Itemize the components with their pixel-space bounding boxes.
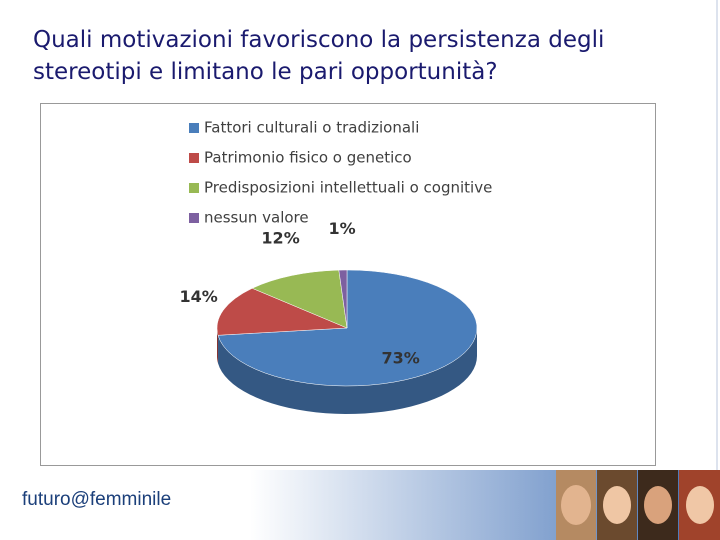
slice [217, 269, 478, 387]
photos [556, 470, 720, 540]
legend-swatch [189, 123, 199, 133]
data-label: 73% [381, 349, 419, 368]
slide-title: Quali motivazioni favoriscono la persist… [33, 27, 605, 85]
legend-label: Predisposizioni intellettuali o cognitiv… [204, 179, 492, 197]
slice [251, 269, 348, 329]
legend-swatch [189, 213, 199, 223]
data-label: 14% [179, 287, 217, 306]
data-label: 12% [261, 228, 299, 247]
slide-edge [716, 0, 718, 470]
logo: futuro@femminile [22, 489, 171, 510]
slice-side [218, 328, 477, 414]
legend-swatch [189, 153, 199, 163]
legend-label: Fattori culturali o tradizionali [204, 119, 419, 137]
legend-label: nessun valore [204, 209, 309, 227]
slice-side [217, 328, 219, 364]
slice [338, 269, 348, 329]
legend-swatch [189, 183, 199, 193]
legend-label: Patrimonio fisico o genetico [204, 149, 412, 167]
slice [216, 288, 348, 336]
data-label: 1% [329, 219, 356, 238]
